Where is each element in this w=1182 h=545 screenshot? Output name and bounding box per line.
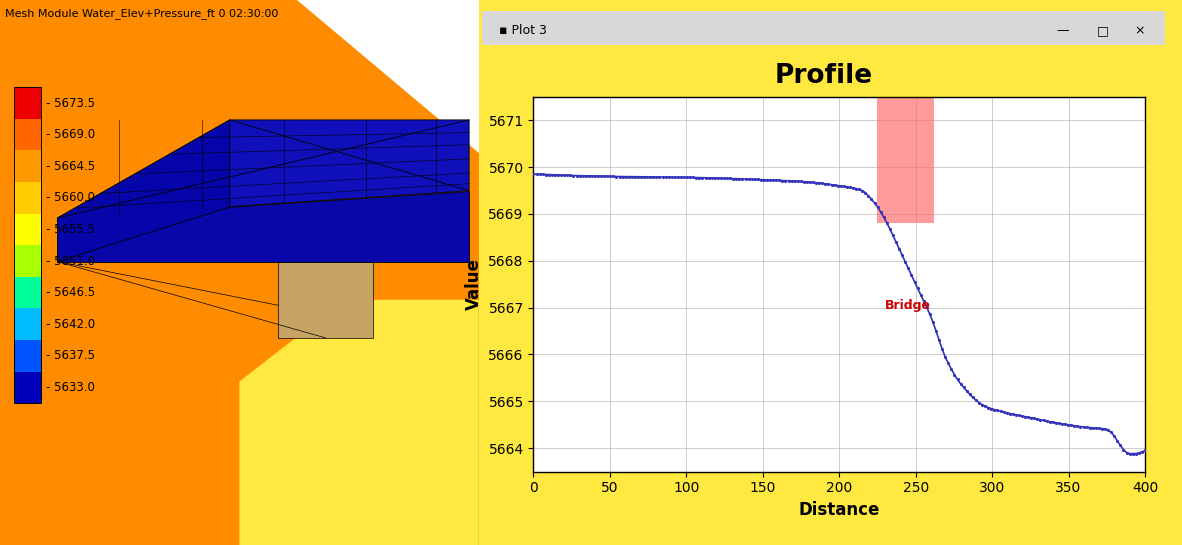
Text: Mesh Module Water_Elev+Pressure_ft 0 02:30:00: Mesh Module Water_Elev+Pressure_ft 0 02:… (5, 8, 278, 19)
Bar (14, 87, 40, 403)
Bar (482, 11, 1165, 45)
Bar (14, 340, 40, 372)
Text: Bridge: Bridge (885, 299, 931, 312)
Polygon shape (58, 120, 229, 262)
Text: Water_Elev+Pressure_ft: Water_Elev+Pressure_ft (725, 102, 923, 120)
Bar (14, 150, 40, 182)
Bar (14, 277, 40, 308)
Polygon shape (297, 0, 479, 153)
Polygon shape (239, 300, 479, 545)
Text: —: — (1057, 24, 1069, 37)
Text: □: □ (1097, 24, 1109, 37)
Text: - 5651.0: - 5651.0 (46, 255, 96, 268)
Bar (14, 182, 40, 214)
Bar (14, 308, 40, 340)
Bar (14, 119, 40, 150)
Text: - 5664.5: - 5664.5 (46, 160, 96, 173)
Polygon shape (58, 191, 469, 262)
Text: - 5642.0: - 5642.0 (46, 318, 96, 331)
Bar (877, 97, 934, 223)
Text: ▪ Plot 3: ▪ Plot 3 (499, 24, 547, 37)
Text: - 5646.5: - 5646.5 (46, 286, 96, 299)
Text: - 5637.5: - 5637.5 (46, 349, 96, 362)
Bar (14, 87, 40, 119)
Polygon shape (278, 262, 374, 338)
Bar (14, 214, 40, 245)
Polygon shape (0, 0, 479, 545)
Text: - 5669.0: - 5669.0 (46, 128, 96, 141)
Text: ×: × (1135, 24, 1145, 37)
Text: - 5660.0: - 5660.0 (46, 191, 96, 204)
Text: - 5673.5: - 5673.5 (46, 96, 96, 110)
Text: - 5633.0: - 5633.0 (46, 381, 96, 394)
Bar (14, 245, 40, 277)
Y-axis label: Value: Value (465, 258, 482, 310)
X-axis label: Distance: Distance (799, 501, 879, 519)
Bar (14, 372, 40, 403)
Polygon shape (58, 120, 469, 218)
Text: Profile: Profile (774, 63, 873, 89)
Text: - 5655.5: - 5655.5 (46, 223, 96, 236)
